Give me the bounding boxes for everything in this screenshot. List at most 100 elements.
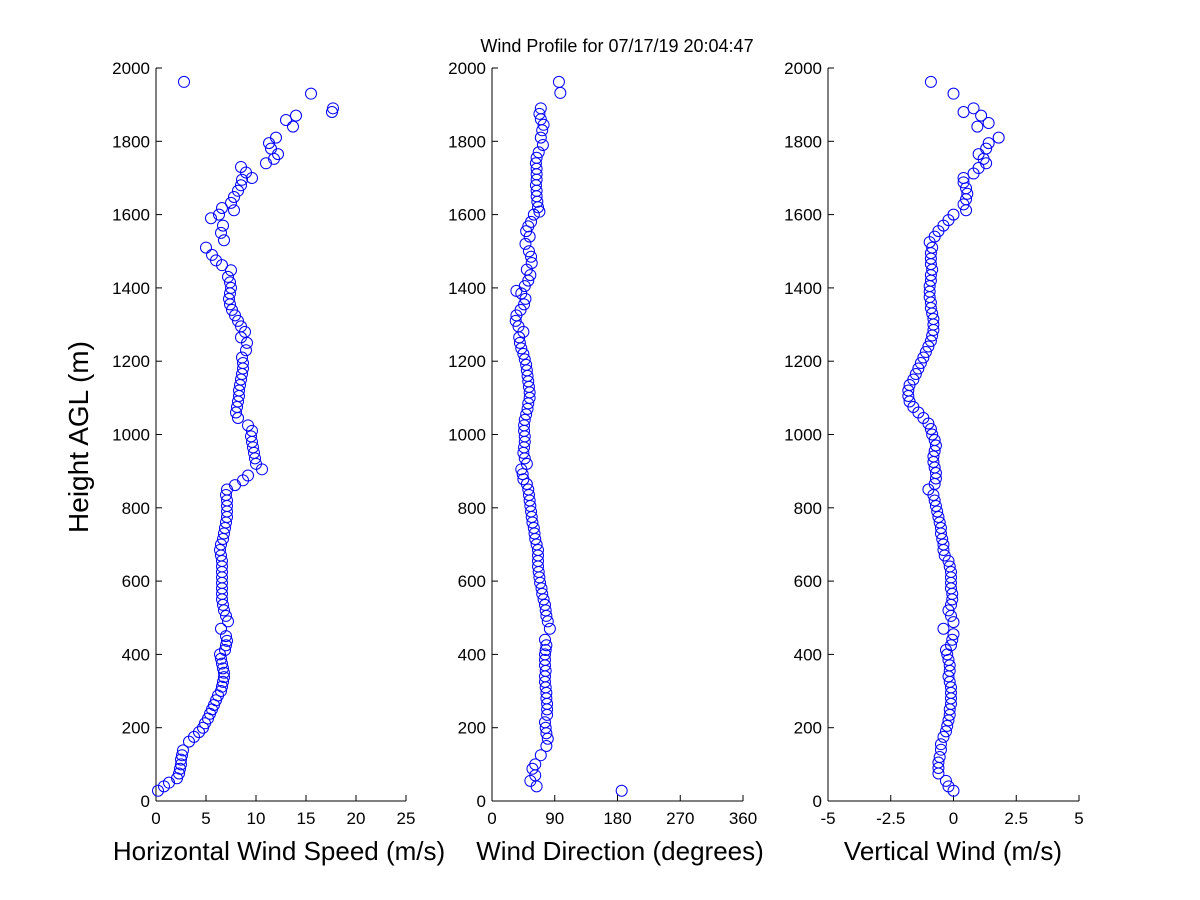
panel-horizontal-wind-speed: Horizontal Wind Speed (m/s) 020040060080…: [112, 59, 445, 866]
data-point: [218, 666, 230, 679]
data-point: [982, 116, 995, 129]
data-point: [924, 75, 937, 88]
y-tick-label: 200: [458, 719, 486, 738]
x-tick-label: 5: [1074, 809, 1083, 828]
data-point: [971, 120, 984, 133]
data-point: [934, 743, 947, 756]
data-point: [932, 510, 945, 523]
data-point: [222, 615, 234, 628]
data-point: [961, 187, 974, 200]
data-point: [218, 234, 230, 247]
data-point: [924, 423, 937, 436]
data-point: [220, 609, 232, 622]
data-point: [902, 384, 915, 397]
data-point: [543, 622, 556, 635]
data-point: [219, 644, 231, 657]
data-point: [237, 357, 249, 370]
data-point: [520, 457, 533, 470]
data-point: [534, 102, 547, 115]
data-point: [232, 184, 244, 197]
data-point: [538, 716, 551, 729]
data-point: [932, 756, 945, 769]
panel-vertical-wind: Vertical Wind (m/s) 0 200 400 600 800 1000 120…: [784, 59, 1084, 866]
data-point: [290, 109, 302, 122]
y-tick-label: 0: [477, 792, 486, 811]
y-tick-label: 800: [794, 499, 822, 518]
data-point: [175, 753, 187, 766]
data-point: [527, 208, 540, 221]
data-point: [967, 102, 980, 115]
data-point: [538, 598, 551, 611]
data-point: [975, 109, 988, 122]
data-point: [215, 226, 227, 239]
data-point: [540, 740, 553, 753]
data-point: [235, 179, 247, 192]
data-point: [178, 75, 190, 88]
panel-wind-direction: Wind Direction (degrees) 0 200 400 600 800 10…: [448, 59, 764, 866]
data-point: [242, 469, 254, 482]
data-point: [216, 680, 228, 693]
data-point: [552, 75, 565, 88]
data-point: [937, 538, 950, 551]
data-point: [221, 634, 233, 647]
data-point: [520, 358, 533, 371]
data-point: [280, 114, 292, 127]
data-point: [532, 146, 545, 159]
data-point: [520, 263, 533, 276]
y-tick-label: 1600: [112, 206, 150, 225]
data-point: [229, 309, 241, 322]
x-tick-label: 2.5: [1004, 809, 1028, 828]
data-point: [200, 241, 212, 254]
data-point: [947, 87, 960, 100]
data-point: [934, 738, 947, 751]
data-point: [173, 767, 185, 780]
data-point: [516, 468, 529, 481]
x-tick-label: 90: [545, 809, 564, 828]
data-point: [982, 137, 995, 150]
y-tick-label: 1800: [448, 132, 486, 151]
y-tick-label: 1000: [784, 426, 822, 445]
data-point: [235, 160, 247, 173]
data-point: [226, 303, 238, 316]
y-tick-label: 1800: [112, 132, 150, 151]
data-point: [933, 516, 946, 529]
data-point: [529, 758, 542, 771]
y-tick-label: 1800: [784, 132, 822, 151]
data-point: [517, 347, 530, 360]
x-tick-label: 180: [603, 809, 631, 828]
data-point: [540, 639, 553, 652]
data-point: [957, 171, 970, 184]
data-point: [217, 662, 229, 675]
y-tick-label: 1200: [784, 352, 822, 371]
data-point: [917, 351, 930, 364]
y-tick-label: 1600: [448, 206, 486, 225]
data-point: [225, 264, 237, 277]
y-tick-label: 200: [122, 719, 150, 738]
panel-1-x-axis-label: Horizontal Wind Speed (m/s): [113, 836, 445, 866]
data-point: [525, 256, 538, 269]
data-point: [944, 639, 957, 652]
figure-title: Wind Profile for 07/17/19 20:04:47: [480, 36, 753, 56]
y-tick-label: 600: [794, 572, 822, 591]
data-point: [152, 784, 164, 797]
y-tick-label: 400: [458, 645, 486, 664]
x-tick-label: 0: [949, 809, 958, 828]
y-tick-label: 0: [141, 792, 150, 811]
data-point: [957, 176, 970, 189]
data-point: [265, 142, 277, 155]
data-point: [242, 419, 254, 432]
data-point: [933, 751, 946, 764]
y-tick-label: 1000: [448, 426, 486, 445]
x-tick-label: 10: [247, 809, 266, 828]
data-point: [217, 675, 229, 688]
x-tick-label: 5: [201, 809, 210, 828]
data-point: [939, 774, 952, 787]
data-point: [533, 205, 546, 218]
data-point: [225, 281, 237, 294]
data-point: [270, 131, 282, 144]
panel-3-x-axis-label: Vertical Wind (m/s): [844, 836, 1062, 866]
y-axis-label: Height AGL (m): [63, 341, 94, 533]
data-point: [539, 644, 552, 657]
data-point: [943, 659, 956, 672]
data-point: [943, 560, 956, 573]
